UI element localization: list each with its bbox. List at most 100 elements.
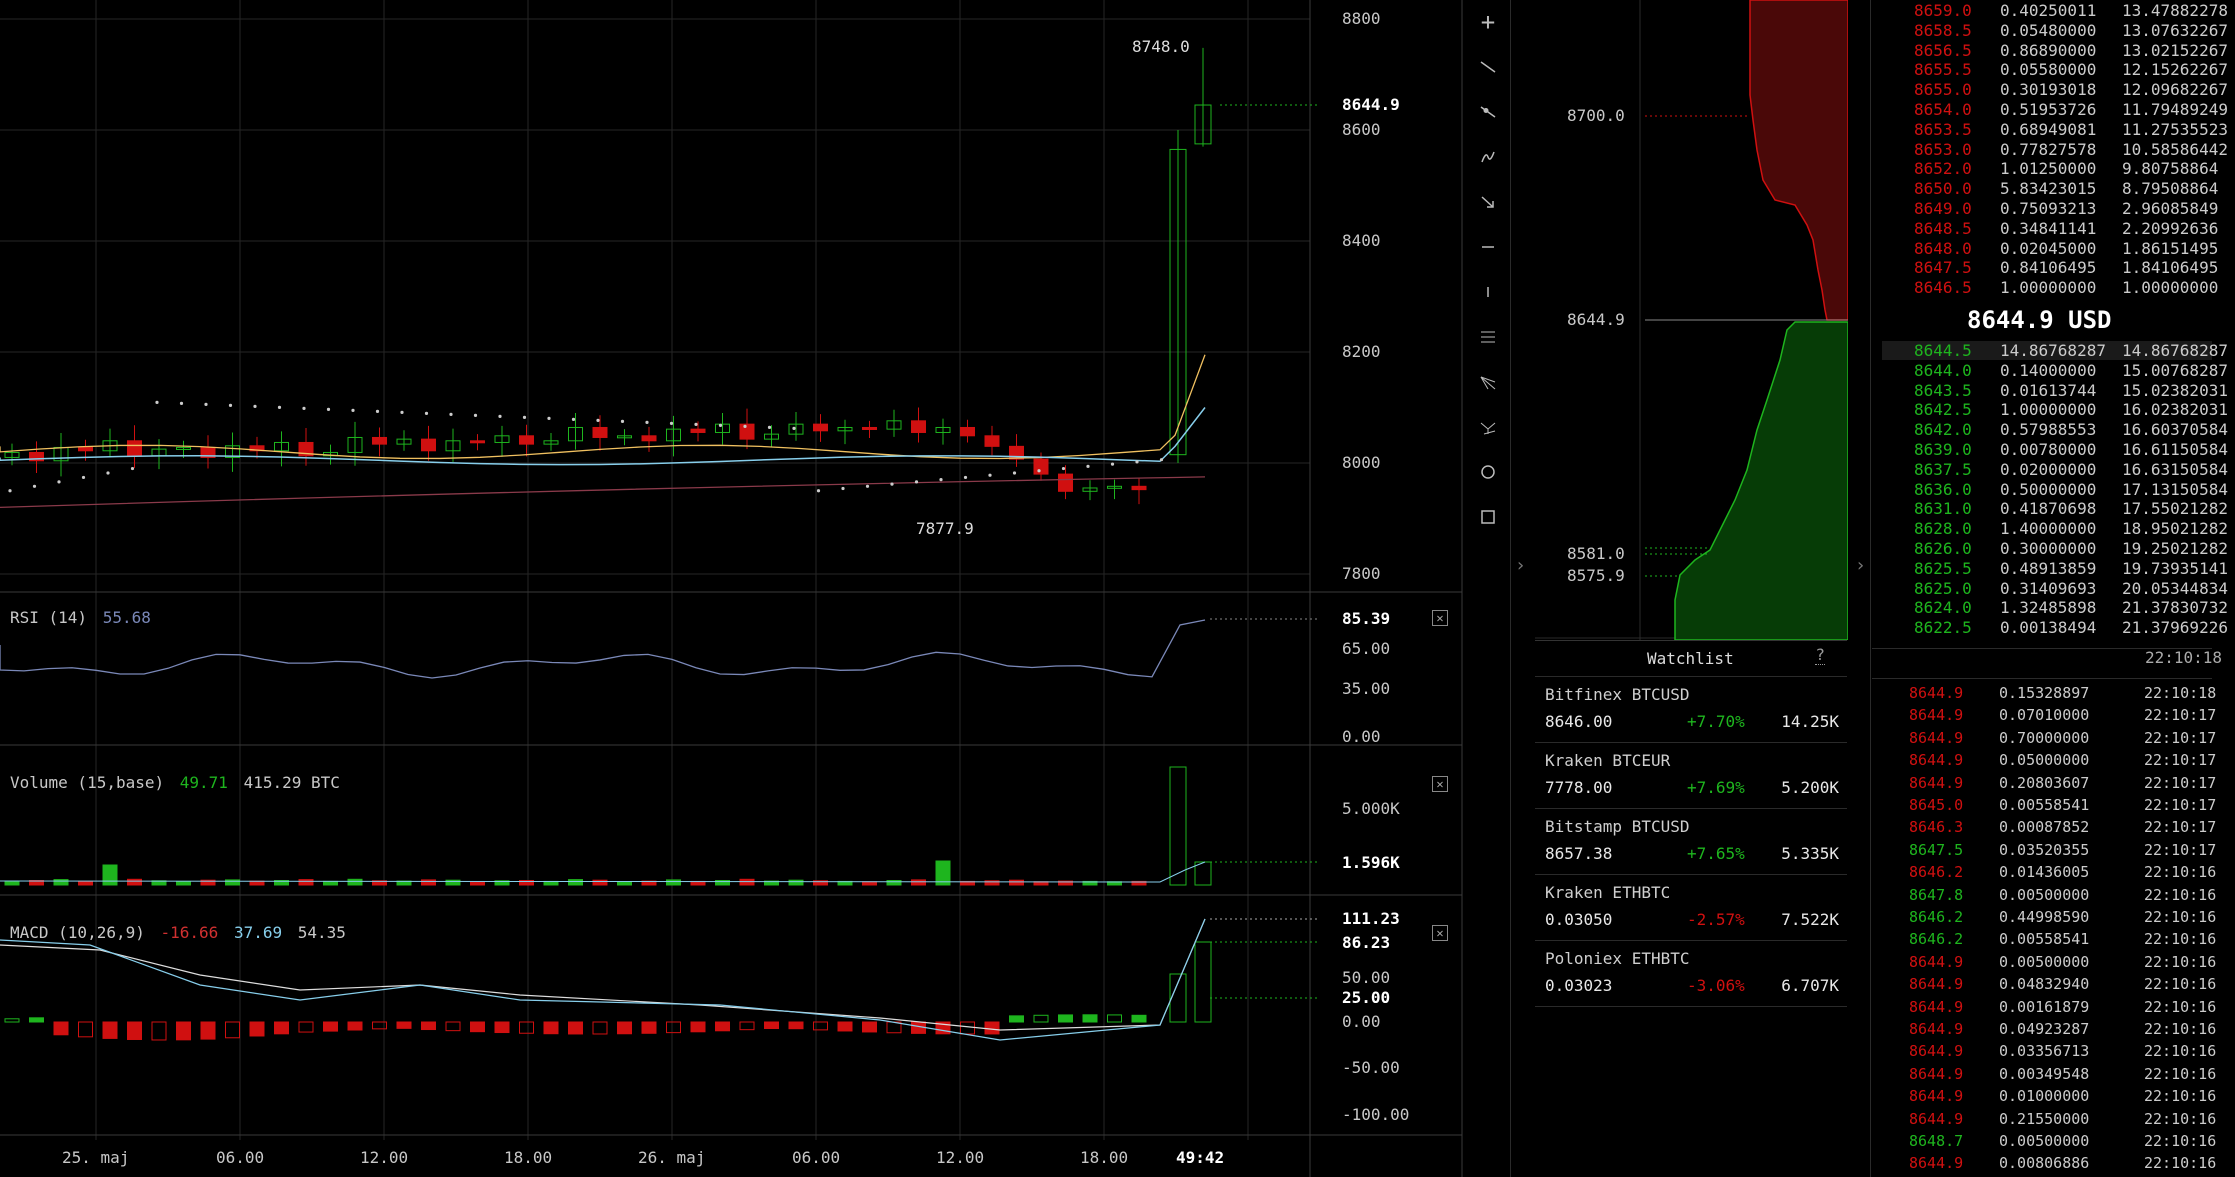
- volume-bar: [29, 880, 44, 886]
- orderbook-row[interactable]: 8637.5 0.02000000 16.63150584: [1882, 460, 2228, 479]
- orderbook-row[interactable]: 8644.0 0.14000000 15.00768287: [1882, 361, 2228, 380]
- trade-row: 8644.9 0.04832940 22:10:16: [1882, 975, 2216, 995]
- orderbook-row[interactable]: 8639.0 0.00780000 16.61150584: [1882, 440, 2228, 459]
- orderbook-row[interactable]: 8644.5 14.86768287 14.86768287: [1882, 341, 2228, 360]
- orderbook-row[interactable]: 8649.0 0.75093213 2.96085849: [1882, 199, 2218, 218]
- orderbook-row[interactable]: 8646.5 1.00000000 1.00000000: [1882, 278, 2218, 297]
- circle-icon[interactable]: [1470, 454, 1506, 490]
- volume-ma-line: [0, 861, 1206, 883]
- price-chart-area[interactable]: [0, 0, 1470, 1177]
- orderbook-row[interactable]: 8624.0 1.32485898 21.37830732: [1882, 598, 2228, 617]
- orderbook-row[interactable]: 8628.0 1.40000000 18.95021282: [1882, 519, 2228, 538]
- volume-bar: [200, 879, 216, 886]
- collapse-left-icon[interactable]: ›: [1515, 555, 1526, 576]
- trade-row: 8644.9 0.00500000 22:10:16: [1882, 953, 2216, 973]
- trade-price: 8644.9: [1909, 975, 1964, 994]
- orderbook-row[interactable]: 8654.0 0.51953726 11.79489249: [1882, 100, 2228, 119]
- volume-bar: [568, 879, 583, 886]
- orderbook-row[interactable]: 8655.5 0.05580000 12.15262267: [1882, 60, 2228, 79]
- orderbook-row[interactable]: 8642.0 0.57988553 16.60370584: [1882, 420, 2228, 439]
- trade-amount: 0.00500000: [1999, 1132, 2090, 1150]
- low-price-label: 7877.9: [916, 519, 974, 538]
- orderbook-row[interactable]: 8652.0 1.01250000 9.80758864: [1882, 159, 2218, 179]
- fib-fan-icon[interactable]: [1470, 364, 1506, 400]
- trade-price: 8644.9: [1909, 1109, 1964, 1128]
- orderbook-row[interactable]: 8631.0 0.41870698 17.55021282: [1882, 499, 2228, 518]
- orderbook-row[interactable]: 8653.0 0.77827578 10.58586442: [1882, 140, 2228, 159]
- orderbook-row[interactable]: 8636.0 0.50000000 17.13150584: [1882, 479, 2228, 499]
- orderbook-total: 1.00000000: [2122, 278, 2219, 298]
- watchlist-volume: 14.25K: [1781, 712, 1839, 731]
- watchlist-item[interactable]: Kraken BTCEUR 7778.00 +7.69% 5.200K: [1535, 742, 1847, 808]
- close-macd-icon[interactable]: ✕: [1432, 925, 1448, 941]
- sar-dot: [302, 406, 306, 410]
- watchlist-item[interactable]: Poloniex ETHBTC 0.03023 -3.06% 6.707K: [1535, 940, 1847, 1006]
- close-rsi-icon[interactable]: ✕: [1432, 610, 1448, 626]
- macd-bar: [445, 1021, 461, 1032]
- watchlist-item[interactable]: Bitstamp BTCUSD 8657.38 +7.65% 5.335K: [1535, 808, 1847, 874]
- macd-label: MACD (10,26,9): [10, 923, 145, 942]
- plus-icon[interactable]: +: [1480, 8, 1496, 36]
- orderbook-row[interactable]: 8648.5 0.34841141 2.20992636: [1882, 219, 2218, 238]
- orderbook-price: 8636.0: [1914, 479, 1972, 499]
- orderbook-row[interactable]: 8658.5 0.05480000 13.07632267: [1882, 21, 2228, 40]
- time-axis-label: 12.00: [360, 1148, 409, 1167]
- watchlist-item[interactable]: Kraken ETHBTC 0.03050 -2.57% 7.522K: [1535, 874, 1847, 940]
- trade-time: 22:10:16: [2144, 908, 2217, 926]
- depth-level-label: 8581.0: [1567, 544, 1625, 563]
- orderbook-total: 19.25021282: [2122, 539, 2228, 558]
- help-icon[interactable]: ?: [1815, 645, 1825, 665]
- orderbook-row[interactable]: 8655.0 0.30193018 12.09682267: [1882, 80, 2228, 99]
- curve-icon[interactable]: [1470, 139, 1506, 175]
- orderbook-row[interactable]: 8625.0 0.31409693 20.05344834: [1882, 579, 2228, 598]
- orderbook-total: 16.63150584: [2122, 459, 2228, 479]
- collapse-right-icon[interactable]: ›: [1855, 555, 1866, 576]
- orderbook-row[interactable]: 8625.5 0.48913859 19.73935141: [1882, 559, 2228, 578]
- orderbook-row[interactable]: 8643.5 0.01613744 15.02382031: [1882, 381, 2228, 400]
- orderbook-row[interactable]: 8653.5 0.68949081 11.27535523: [1882, 120, 2228, 139]
- depth-level-label: 8644.9: [1567, 310, 1625, 329]
- ray-icon[interactable]: [1470, 94, 1506, 130]
- orderbook-total: 13.02152267: [2122, 40, 2228, 60]
- trade-time: 22:10:16: [2144, 1042, 2217, 1061]
- orderbook-row[interactable]: 8647.5 0.84106495 1.84106495: [1882, 258, 2218, 277]
- volume-bar: [715, 880, 730, 886]
- close-volume-icon[interactable]: ✕: [1432, 776, 1448, 792]
- candle: [1082, 487, 1098, 492]
- trade-price: 8644.9: [1909, 1087, 1964, 1106]
- orderbook-price: 8644.5: [1914, 341, 1972, 360]
- moving-averages: [0, 354, 1206, 509]
- horizontal-line-icon[interactable]: [1470, 229, 1506, 265]
- volume-bar: [176, 881, 191, 886]
- orderbook-row[interactable]: 8656.5 0.86890000 13.02152267: [1882, 41, 2228, 60]
- watchlist-item[interactable]: Bitfinex BTCUSD 8646.00 +7.70% 14.25K: [1535, 676, 1847, 742]
- orderbook-price: 8652.0: [1914, 159, 1972, 179]
- macd-bar: [225, 1021, 240, 1039]
- volume-bar: [666, 879, 681, 886]
- arrow-icon[interactable]: [1470, 184, 1506, 220]
- trade-row: 8644.9 0.00349548 22:10:16: [1882, 1064, 2216, 1085]
- trend-line-icon[interactable]: [1470, 49, 1506, 85]
- rectangle-icon[interactable]: [1470, 499, 1506, 535]
- orderbook-row[interactable]: 8659.0 0.40250011 13.47882278: [1882, 1, 2228, 20]
- trade-row: 8644.9 0.21550000 22:10:16: [1882, 1109, 2216, 1130]
- macd-bar: [396, 1021, 412, 1029]
- candle: [1131, 485, 1147, 491]
- orderbook-amount: 0.02045000: [2000, 238, 2097, 258]
- trade-time: 22:10:16: [2144, 863, 2217, 882]
- vertical-line-icon[interactable]: [1470, 274, 1506, 310]
- orderbook-row[interactable]: 8622.5 0.00138494 21.37969226: [1882, 618, 2228, 637]
- pitchfork-icon[interactable]: [1470, 409, 1506, 445]
- watchlist-price: 7778.00: [1545, 778, 1613, 797]
- orderbook-row[interactable]: 8626.0 0.30000000 19.25021282: [1882, 539, 2228, 558]
- trade-price: 8644.9: [1909, 1064, 1964, 1083]
- sar-dot: [179, 401, 184, 405]
- orderbook-row[interactable]: 8642.5 1.00000000 16.02382031: [1882, 400, 2228, 419]
- candle: [984, 435, 1000, 447]
- parallel-lines-icon[interactable]: [1470, 319, 1506, 355]
- macd-bar: [641, 1021, 657, 1034]
- trade-row: 8648.7 0.00500000 22:10:16: [1882, 1132, 2216, 1152]
- orderbook-row[interactable]: 8650.0 5.83423015 8.79508864: [1882, 179, 2218, 198]
- orderbook-row[interactable]: 8648.0 0.02045000 1.86151495: [1882, 238, 2218, 258]
- rsi-title: RSI (14) 55.68: [10, 608, 151, 627]
